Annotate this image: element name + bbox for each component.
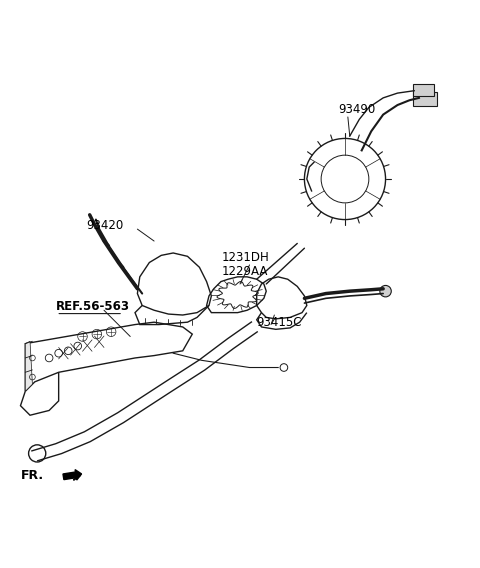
Polygon shape	[25, 341, 33, 391]
Text: 93490: 93490	[338, 103, 375, 116]
Text: REF.56-563: REF.56-563	[56, 300, 130, 313]
Circle shape	[380, 286, 391, 297]
Text: 93415C: 93415C	[257, 316, 302, 329]
FancyBboxPatch shape	[413, 92, 437, 106]
Text: 93420: 93420	[86, 219, 123, 232]
Text: 1231DH: 1231DH	[222, 251, 270, 264]
Text: FR.: FR.	[21, 469, 44, 482]
Text: 1229AA: 1229AA	[222, 265, 268, 278]
FancyBboxPatch shape	[413, 84, 434, 97]
FancyArrow shape	[63, 470, 82, 480]
